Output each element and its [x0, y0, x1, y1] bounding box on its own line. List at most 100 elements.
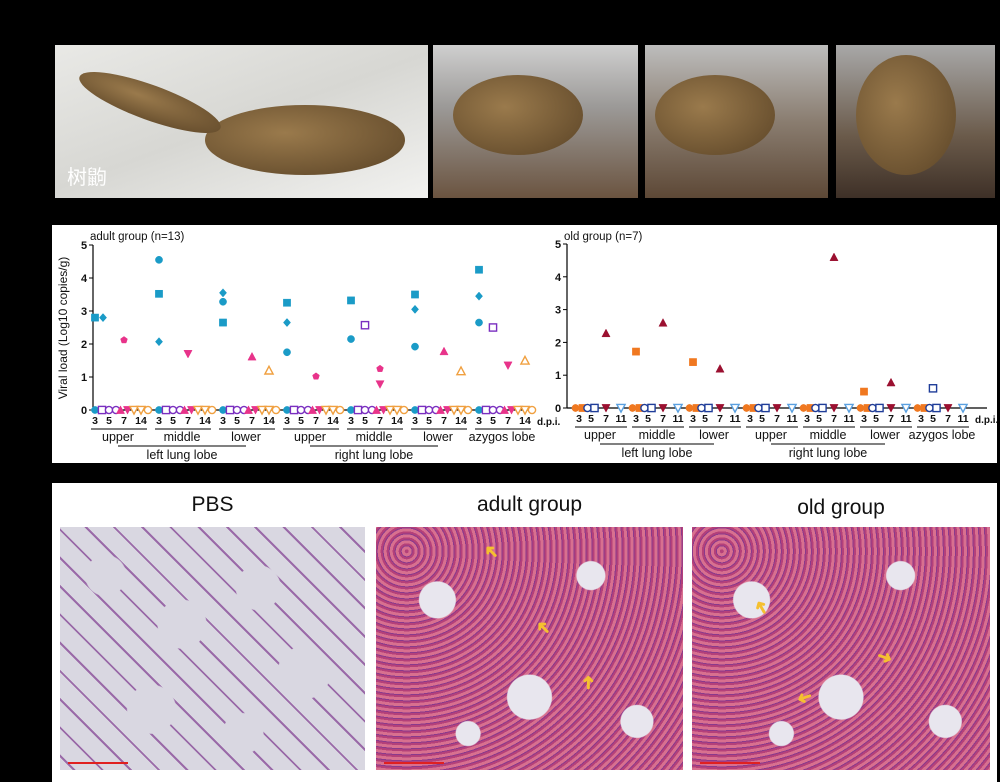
marker-down-triangle: [378, 406, 389, 415]
dpi-tick-label: 3: [804, 413, 810, 425]
dpi-tick-label: 7: [660, 413, 666, 425]
marker-open-square: [161, 405, 171, 415]
histology-image-adult: ➜ ➜ ➜: [376, 527, 683, 770]
marker-circle: [411, 406, 419, 414]
marker-open-triangle: [519, 354, 531, 365]
dpi-tick-label: 7: [249, 415, 255, 427]
marker-down-triangle: [715, 404, 725, 413]
marker-open-circle: [697, 403, 706, 413]
marker-open-circle: [399, 405, 409, 415]
marker-square: [283, 298, 291, 307]
arrow-icon: ➜: [530, 615, 556, 641]
y-tick-label: 2: [555, 337, 561, 349]
dpi-tick-label: 5: [588, 413, 594, 425]
region-label: lower: [423, 430, 453, 444]
marker-open-circle: [335, 405, 345, 415]
y-tick-label: 3: [555, 305, 561, 317]
dpi-tick-label: 7: [185, 415, 191, 427]
dpi-tick-label: 3: [92, 415, 98, 427]
y-tick-label: 0: [555, 403, 561, 415]
lobe-label: left lung lobe: [147, 448, 218, 462]
marker-open-circle: [143, 405, 153, 415]
marker-diamond: [219, 288, 227, 298]
dpi-tick-label: 7: [313, 415, 319, 427]
marker-open-down-triangle: [729, 403, 741, 414]
marker-diamond: [283, 318, 291, 328]
marker-circle: [628, 404, 637, 412]
marker-down-triangle: [658, 404, 668, 413]
marker-triangle: [499, 405, 510, 414]
dpi-tick-label: 3: [918, 413, 924, 425]
scale-bar: [68, 762, 128, 764]
dpi-tick-label: 5: [362, 415, 368, 427]
chart-title: adult group (n=13): [90, 231, 184, 243]
marker-circle: [685, 404, 694, 412]
marker-down-triangle: [183, 350, 193, 359]
dpi-tick-label: 5: [873, 413, 879, 425]
marker-open-square: [928, 384, 938, 393]
dpi-tick-label: 3: [690, 413, 696, 425]
marker-down-triangle: [250, 406, 261, 415]
y-tick-label: 4: [81, 273, 88, 285]
marker-circle: [91, 406, 99, 414]
region-label: middle: [810, 428, 847, 442]
region-label: upper: [584, 428, 616, 442]
dpi-tick-label: 7: [888, 413, 894, 425]
lobe-label: right lung lobe: [335, 448, 414, 462]
marker-square: [219, 318, 227, 327]
marker-open-square: [353, 405, 363, 415]
marker-open-square: [97, 405, 107, 415]
marker-pentagon: [120, 336, 128, 344]
dpi-tick-label: 7: [377, 415, 383, 427]
scale-bar: [700, 762, 760, 764]
marker-open-square: [225, 405, 235, 415]
region-label: lower: [870, 428, 900, 442]
marker-triangle: [247, 351, 257, 361]
dpi-tick-label: 7: [505, 415, 511, 427]
dpi-tick-label: 5: [930, 413, 936, 425]
dpi-axis-label: d.p.i.: [537, 417, 561, 428]
dpi-tick-label: 14: [519, 415, 531, 427]
tree-shrew-body: [205, 105, 405, 175]
dpi-tick-label: 7: [121, 415, 127, 427]
arrow-icon: ➜: [874, 645, 896, 670]
lobe-label: right lung lobe: [789, 446, 868, 460]
region-label: lower: [699, 428, 729, 442]
dpi-tick-label: 5: [170, 415, 176, 427]
dpi-tick-label: 7: [441, 415, 447, 427]
dpi-tick-label: 7: [717, 413, 723, 425]
marker-triangle: [601, 328, 611, 338]
dpi-tick-label: 11: [615, 413, 626, 425]
dpi-tick-label: 11: [729, 413, 740, 425]
marker-circle: [856, 404, 865, 412]
marker-open-square: [488, 323, 498, 332]
marker-open-down-triangle: [263, 405, 275, 416]
marker-open-square: [932, 403, 941, 413]
marker-diamond: [475, 291, 483, 301]
marker-circle: [283, 406, 291, 414]
marker-open-circle: [232, 405, 242, 415]
marker-open-circle: [463, 405, 473, 415]
marker-open-down-triangle: [128, 405, 140, 416]
marker-open-square: [360, 320, 370, 330]
dpi-tick-label: 5: [816, 413, 822, 425]
marker-open-down-triangle: [448, 405, 460, 416]
marker-open-down-triangle: [615, 403, 627, 414]
lobe-label: left lung lobe: [622, 446, 693, 460]
marker-circle: [219, 406, 227, 414]
photo-caption: 树鼩: [67, 167, 107, 189]
dpi-tick-label: 3: [747, 413, 753, 425]
region-label: azygos lobe: [469, 430, 536, 444]
dpi-tick-label: 14: [455, 415, 467, 427]
marker-down-triangle: [442, 406, 453, 415]
marker-open-square: [818, 403, 827, 413]
dpi-tick-label: 5: [298, 415, 304, 427]
marker-down-triangle: [886, 404, 896, 413]
marker-open-down-triangle: [199, 405, 211, 416]
marker-down-triangle: [314, 406, 325, 415]
dpi-tick-label: 5: [106, 415, 112, 427]
histology-image-pbs: [60, 527, 365, 770]
marker-open-square: [875, 403, 884, 413]
dpi-tick-label: 3: [220, 415, 226, 427]
marker-down-triangle: [601, 404, 611, 413]
